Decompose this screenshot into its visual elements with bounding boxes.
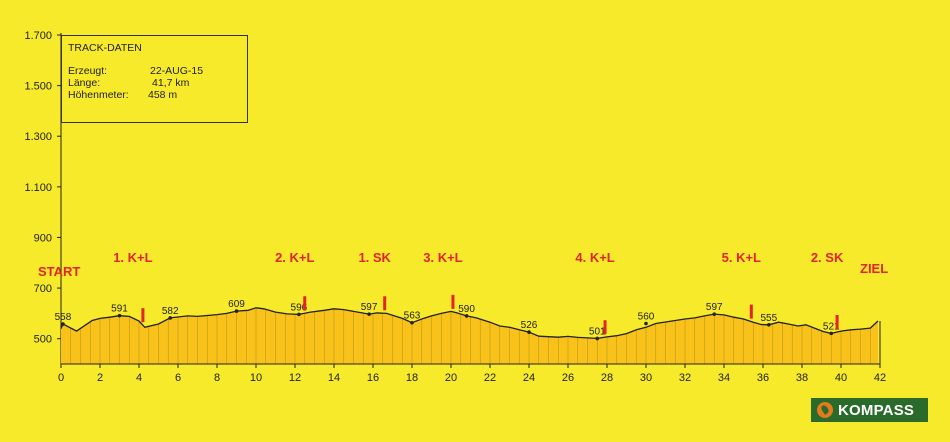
- station-marker: [141, 308, 145, 323]
- track-data-box: TRACK-DATEN Erzeugt: 22-AUG-15 Länge: 41…: [61, 35, 248, 123]
- x-tick-label: 40: [835, 372, 847, 384]
- y-tick-label: 500: [34, 334, 52, 346]
- track-data-title: TRACK-DATEN: [68, 42, 142, 54]
- elevation-point: [367, 312, 371, 316]
- x-tick-label: 22: [484, 372, 496, 384]
- station-label: 1. K+L: [113, 250, 152, 265]
- elevation-point: [117, 313, 122, 318]
- y-tick-label: 900: [34, 232, 52, 244]
- track-data-value: 22-AUG-15: [150, 65, 204, 77]
- station-marker: [603, 320, 607, 335]
- x-tick-label: 8: [214, 372, 220, 384]
- elevation-point: [829, 331, 834, 336]
- station-label: 4. K+L: [575, 250, 614, 265]
- elevation-label: 563: [404, 311, 421, 322]
- elevation-point: [168, 316, 172, 320]
- station-label: 2. K+L: [275, 250, 314, 265]
- elevation-label: 596: [291, 302, 308, 313]
- y-tick-label: 1.500: [24, 81, 52, 93]
- station-label: 5. K+L: [722, 250, 761, 265]
- elevation-point: [464, 314, 469, 318]
- station-label: 3. K+L: [423, 250, 462, 265]
- x-tick-label: 0: [58, 372, 64, 384]
- x-tick-label: 16: [367, 372, 379, 384]
- elevation-point: [712, 312, 717, 316]
- elevation-label: 555: [761, 313, 778, 324]
- x-tick-label: 42: [874, 372, 886, 384]
- y-tick-label: 1.700: [24, 30, 52, 42]
- x-tick-label: 34: [718, 372, 730, 384]
- track-data-key: Höhenmeter:: [68, 89, 129, 101]
- x-tick-label: 20: [445, 372, 457, 384]
- elevation-point: [767, 322, 771, 327]
- x-tick-label: 26: [562, 372, 574, 384]
- elevation-label: 582: [162, 306, 179, 317]
- x-tick-label: 14: [328, 372, 340, 384]
- elevation-label: 609: [228, 299, 245, 310]
- elevation-line: [60, 307, 879, 340]
- station-marker: [749, 304, 753, 319]
- elevation-point: [297, 312, 301, 317]
- station-marker: [383, 296, 387, 311]
- kompass-logo: KOMPASS: [811, 398, 928, 422]
- elevation-area: [61, 307, 879, 364]
- elevation-label: 560: [638, 312, 655, 323]
- station-marker: [451, 294, 455, 309]
- elevation-point: [234, 309, 239, 313]
- x-tick-label: 2: [97, 372, 103, 384]
- elevation-label: 590: [458, 304, 475, 315]
- station-marker: [835, 315, 839, 330]
- x-tick-label: 12: [289, 372, 301, 384]
- x-tick-label: 6: [175, 372, 181, 384]
- elevation-label: 597: [361, 302, 378, 313]
- track-data-value: 41,7 km: [152, 77, 190, 89]
- elevation-label: 558: [55, 312, 72, 323]
- track-data-value: 458 m: [148, 89, 178, 101]
- track-data-row: Länge: 41,7 km: [68, 77, 241, 89]
- elevation-point: [644, 321, 648, 326]
- elevation-point: [595, 336, 600, 341]
- x-tick-label: 24: [523, 372, 535, 384]
- y-tick-label: 1.100: [24, 182, 52, 194]
- x-tick-label: 10: [250, 372, 262, 384]
- x-tick-label: 36: [757, 372, 769, 384]
- station-marker: [303, 296, 307, 311]
- elevation-label: 501: [589, 326, 606, 337]
- station-label: 1. SK: [358, 250, 391, 265]
- x-tick-label: 30: [640, 372, 652, 384]
- track-data-key: Länge:: [68, 77, 101, 89]
- elevation-label: 597: [706, 302, 723, 313]
- x-tick-label: 38: [796, 372, 808, 384]
- x-tick-label: 4: [136, 372, 142, 384]
- elevation-label: 521: [823, 321, 840, 332]
- brand-name: KOMPASS: [838, 401, 915, 419]
- elevation-point: [61, 322, 65, 326]
- elevation-label: 591: [111, 304, 128, 315]
- track-data-row: Höhenmeter: 458 m: [68, 89, 241, 101]
- start-label: START: [38, 264, 80, 279]
- finish-label: ZIEL: [860, 261, 888, 276]
- kompass-logo-icon: [817, 402, 833, 418]
- elevation-point: [527, 330, 531, 334]
- station-label: 2. SK: [811, 250, 844, 265]
- track-data-row: Erzeugt: 22-AUG-15: [68, 65, 241, 77]
- y-tick-label: 700: [34, 283, 52, 295]
- elevation-label: 526: [521, 320, 538, 331]
- y-tick-label: 1.300: [24, 131, 52, 143]
- x-tick-label: 18: [406, 372, 418, 384]
- x-tick-label: 32: [679, 372, 691, 384]
- track-data-key: Erzeugt:: [68, 65, 108, 77]
- x-tick-label: 28: [601, 372, 613, 384]
- elevation-point: [410, 320, 414, 325]
